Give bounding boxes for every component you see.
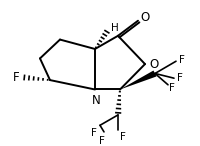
Text: F: F [120, 132, 126, 142]
Text: F: F [91, 128, 97, 138]
Text: F: F [177, 73, 183, 83]
Text: F: F [179, 55, 185, 65]
Text: H: H [111, 23, 119, 33]
Text: N: N [92, 94, 100, 107]
Text: F: F [169, 83, 175, 93]
Text: O: O [140, 11, 149, 24]
Text: O: O [149, 58, 158, 71]
Text: F: F [12, 71, 19, 84]
Polygon shape [120, 71, 157, 89]
Text: F: F [99, 136, 105, 146]
